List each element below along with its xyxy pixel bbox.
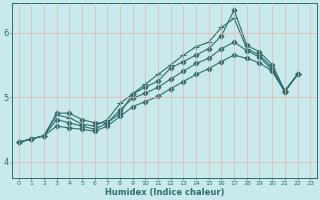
X-axis label: Humidex (Indice chaleur): Humidex (Indice chaleur) bbox=[105, 188, 224, 197]
